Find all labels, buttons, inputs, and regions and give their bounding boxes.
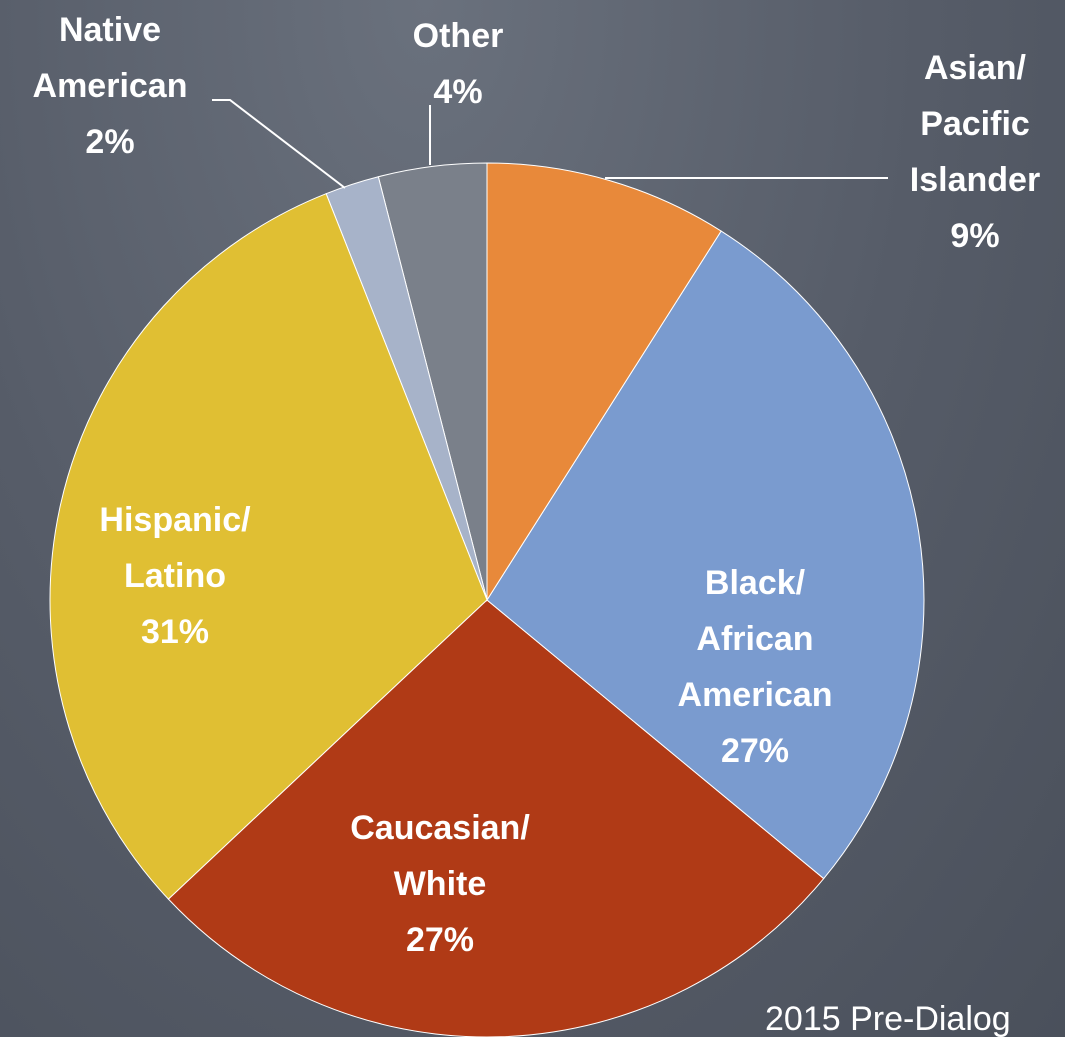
value-label: 2% [85, 123, 135, 161]
value-label: 31% [140, 613, 210, 651]
category-label: Native American [32, 11, 188, 105]
slice-label: Asian/ Pacific Islander 9% [890, 40, 1060, 264]
leader-line [212, 99, 346, 189]
value-label: 27% [405, 921, 475, 959]
slice-label: Native American 2% [10, 2, 210, 170]
category-label: Hispanic/ Latino [99, 501, 251, 595]
slice-label: Caucasian/ White 27% [320, 800, 560, 968]
value-label: 9% [950, 217, 1000, 255]
pie-slice [486, 230, 925, 880]
category-label: Other [412, 17, 504, 55]
value-label: 27% [720, 732, 790, 770]
pie-slice [49, 193, 488, 900]
slice-label: Black/ African American 27% [645, 555, 865, 779]
category-label: Black/ African American [677, 564, 833, 714]
category-label: Caucasian/ White [350, 809, 530, 903]
slice-label: Hispanic/ Latino 31% [75, 492, 275, 660]
pie-slice [486, 162, 722, 602]
category-label: Asian/ Pacific Islander [909, 49, 1041, 199]
source-note: 2015 Pre-Dialog [765, 1000, 1011, 1037]
slice-label: Other 4% [383, 8, 533, 120]
value-label: 4% [433, 73, 483, 111]
